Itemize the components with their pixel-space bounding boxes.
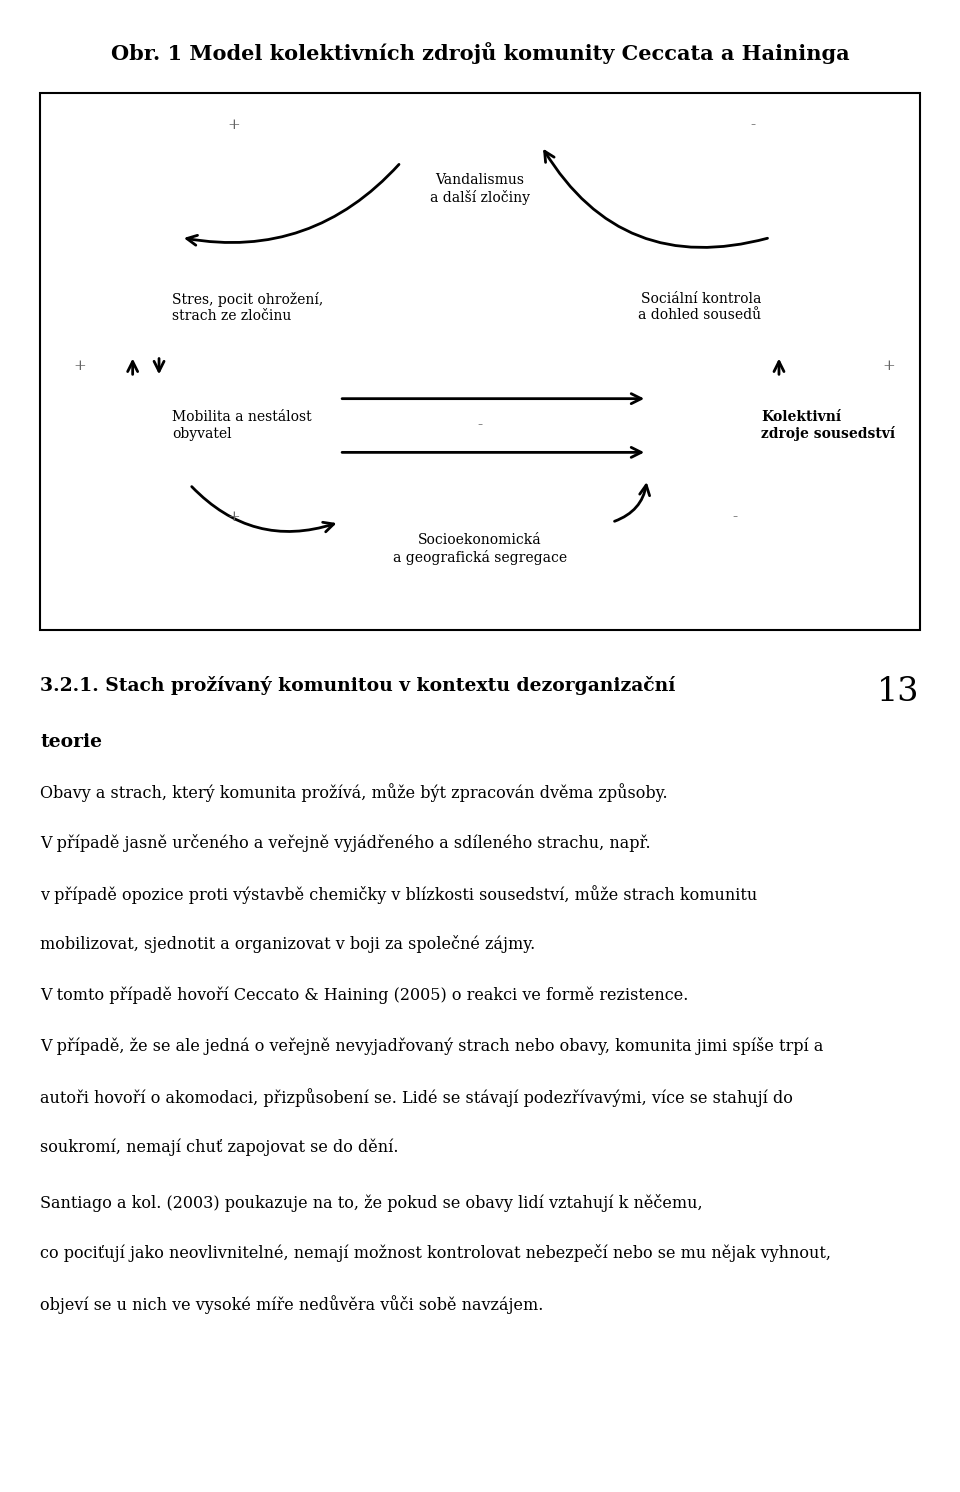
Text: Kolektivní
zdroje sousedství: Kolektivní zdroje sousedství bbox=[761, 410, 896, 442]
Text: V tomto případě hovoří Ceccato & Haining (2005) o reakci ve formě rezistence.: V tomto případě hovoří Ceccato & Haining… bbox=[40, 986, 688, 1004]
Text: Santiago a kol. (2003) poukazuje na to, že pokud se obavy lidí vztahují k něčemu: Santiago a kol. (2003) poukazuje na to, … bbox=[40, 1194, 703, 1212]
Text: Obr. 1 Model kolektivních zdrojů komunity Ceccata a Haininga: Obr. 1 Model kolektivních zdrojů komunit… bbox=[110, 42, 850, 64]
Text: autoři hovoří o akomodaci, přizpůsobení se. Lidé se stávají podezřívavými, více : autoři hovoří o akomodaci, přizpůsobení … bbox=[40, 1088, 793, 1107]
Text: Socioekonomická
a geografická segregace: Socioekonomická a geografická segregace bbox=[393, 533, 567, 565]
Text: mobilizovat, sjednotit a organizovat v boji za společné zájmy.: mobilizovat, sjednotit a organizovat v b… bbox=[40, 935, 536, 953]
Text: V případě jasně určeného a veřejně vyjádřeného a sdíleného strachu, např.: V případě jasně určeného a veřejně vyjád… bbox=[40, 834, 651, 852]
Text: -: - bbox=[732, 510, 737, 524]
Text: V případě, že se ale jedná o veřejně nevyjadřovaný strach nebo obavy, komunita j: V případě, že se ale jedná o veřejně nev… bbox=[40, 1037, 824, 1055]
Text: +: + bbox=[882, 360, 896, 373]
Text: teorie: teorie bbox=[40, 733, 103, 750]
Text: Stres, pocit ohrožení,
strach ze zločinu: Stres, pocit ohrožení, strach ze zločinu bbox=[172, 292, 324, 322]
Text: -: - bbox=[750, 118, 756, 131]
Text: 3.2.1. Stach prožívaný komunitou v kontextu dezorganizační: 3.2.1. Stach prožívaný komunitou v konte… bbox=[40, 676, 676, 695]
Text: v případě opozice proti výstavbě chemičky v blízkosti sousedství, může strach ko: v případě opozice proti výstavbě chemičk… bbox=[40, 885, 757, 904]
Text: -: - bbox=[477, 419, 483, 433]
Text: 13: 13 bbox=[877, 676, 920, 707]
Text: Vandalismus
a další zločiny: Vandalismus a další zločiny bbox=[430, 173, 530, 204]
Text: +: + bbox=[228, 510, 240, 524]
Text: +: + bbox=[228, 118, 240, 131]
Text: co pociťují jako neovlivnitelné, nemají možnost kontrolovat nebezpečí nebo se mu: co pociťují jako neovlivnitelné, nemají … bbox=[40, 1244, 831, 1262]
Text: Obavy a strach, který komunita prožívá, může být zpracován dvěma způsoby.: Obavy a strach, který komunita prožívá, … bbox=[40, 783, 668, 803]
Text: Mobilita a nestálost
obyvatel: Mobilita a nestálost obyvatel bbox=[172, 410, 312, 440]
Text: Sociální kontrola
a dohled sousedů: Sociální kontrola a dohled sousedů bbox=[638, 292, 761, 322]
Bar bbox=[40, 93, 920, 630]
Text: +: + bbox=[74, 360, 86, 373]
Text: soukromí, nemají chuť zapojovat se do dění.: soukromí, nemají chuť zapojovat se do dě… bbox=[40, 1138, 398, 1156]
Text: objeví se u nich ve vysoké míře nedůvěra vůči sobě navzájem.: objeví se u nich ve vysoké míře nedůvěra… bbox=[40, 1295, 543, 1314]
